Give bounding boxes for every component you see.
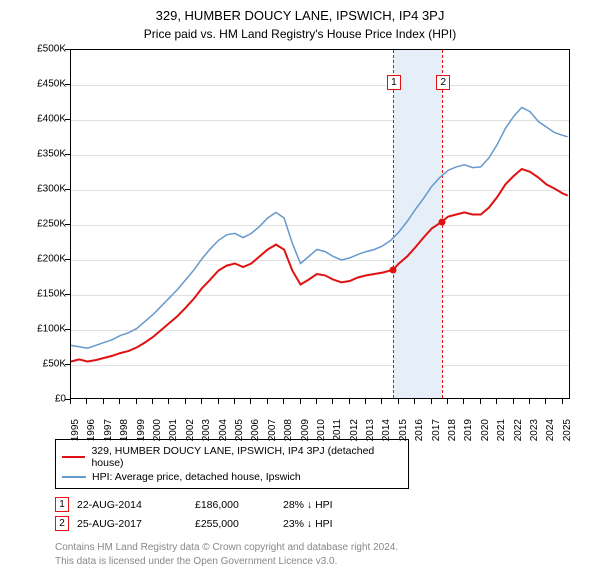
sale-marker-box: 2 — [55, 516, 69, 531]
x-tick-label: 2004 — [218, 419, 230, 459]
x-tick-label: 2008 — [283, 419, 295, 459]
sale-marker-box: 1 — [55, 497, 69, 512]
x-tick-label: 2011 — [332, 419, 344, 459]
y-tick-label: £450K — [20, 79, 66, 90]
x-tick-label: 2012 — [349, 419, 361, 459]
x-tick-label: 2014 — [381, 419, 393, 459]
x-tick-label: 2017 — [431, 419, 443, 459]
x-tick-label: 2002 — [185, 419, 197, 459]
x-tick-label: 2013 — [365, 419, 377, 459]
x-tick-label: 2021 — [496, 419, 508, 459]
x-tick-label: 2024 — [545, 419, 557, 459]
x-tick-label: 2006 — [250, 419, 262, 459]
x-tick-label: 1999 — [136, 419, 148, 459]
chart-title: 329, HUMBER DOUCY LANE, IPSWICH, IP4 3PJ — [0, 0, 600, 23]
x-tick-label: 1995 — [70, 419, 82, 459]
series-line-property — [71, 169, 568, 362]
y-tick-label: £150K — [20, 289, 66, 300]
x-tick-label: 2022 — [513, 419, 525, 459]
y-tick-label: £50K — [20, 359, 66, 370]
x-tick-label: 2023 — [529, 419, 541, 459]
chart-subtitle: Price paid vs. HM Land Registry's House … — [0, 23, 600, 49]
sales-table: 1 22-AUG-2014 £186,000 28% ↓ HPI 2 25-AU… — [55, 495, 580, 533]
sale-row: 2 25-AUG-2017 £255,000 23% ↓ HPI — [55, 514, 580, 533]
y-tick-label: £100K — [20, 324, 66, 335]
sale-price: £255,000 — [195, 518, 275, 530]
footer: Contains HM Land Registry data © Crown c… — [55, 541, 580, 568]
sale-dot — [389, 266, 396, 273]
y-tick-label: £200K — [20, 254, 66, 265]
y-tick-label: £500K — [20, 44, 66, 55]
sale-date: 25-AUG-2017 — [77, 518, 187, 530]
plot-area: 12 — [70, 49, 570, 399]
series-line-hpi — [71, 107, 568, 348]
x-tick-label: 2016 — [414, 419, 426, 459]
y-tick-label: £250K — [20, 219, 66, 230]
x-tick-label: 2020 — [480, 419, 492, 459]
x-tick-label: 2010 — [316, 419, 328, 459]
legend-label: HPI: Average price, detached house, Ipsw… — [92, 471, 301, 483]
x-tick-label: 2007 — [267, 419, 279, 459]
x-tick-label: 2001 — [168, 419, 180, 459]
sale-dot — [439, 218, 446, 225]
y-tick-label: £300K — [20, 184, 66, 195]
y-tick-label: £350K — [20, 149, 66, 160]
x-tick-label: 2018 — [447, 419, 459, 459]
sale-delta: 23% ↓ HPI — [283, 518, 333, 530]
y-tick-label: £0 — [20, 394, 66, 405]
chart-container: 329, HUMBER DOUCY LANE, IPSWICH, IP4 3PJ… — [0, 0, 600, 568]
x-tick-label: 2015 — [398, 419, 410, 459]
x-tick-label: 2025 — [562, 419, 574, 459]
x-tick-label: 2019 — [463, 419, 475, 459]
x-tick-label: 1997 — [103, 419, 115, 459]
y-tick-label: £400K — [20, 114, 66, 125]
footer-line: Contains HM Land Registry data © Crown c… — [55, 541, 580, 555]
sale-price: £186,000 — [195, 499, 275, 511]
sale-row: 1 22-AUG-2014 £186,000 28% ↓ HPI — [55, 495, 580, 514]
x-tick-label: 2003 — [201, 419, 213, 459]
sale-date: 22-AUG-2014 — [77, 499, 187, 511]
x-tick-label: 1998 — [119, 419, 131, 459]
x-tick-label: 2000 — [152, 419, 164, 459]
sale-delta: 28% ↓ HPI — [283, 499, 333, 511]
x-tick-label: 2009 — [300, 419, 312, 459]
footer-line: This data is licensed under the Open Gov… — [55, 555, 580, 569]
chart-area: 12 £0 £50K £100K £150K £200K £250K £300K £350K £… — [20, 49, 580, 429]
x-tick-label: 1996 — [86, 419, 98, 459]
x-tick-label: 2005 — [234, 419, 246, 459]
legend-row: HPI: Average price, detached house, Ipsw… — [62, 470, 402, 484]
legend-swatch — [62, 476, 86, 478]
